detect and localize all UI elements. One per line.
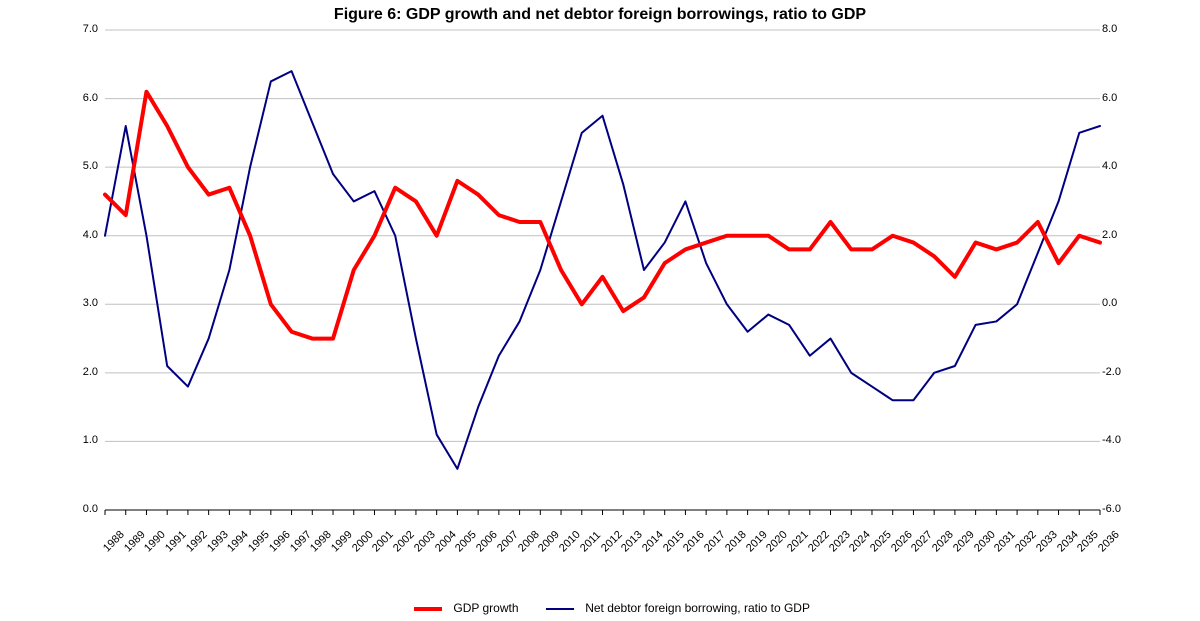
y-left-tick-label: 5.0 [0,160,98,172]
y-left-tick-label: 1.0 [0,434,98,446]
y-left-tick-label: 0.0 [0,503,98,515]
legend-label-gdp: GDP growth [453,601,518,615]
y-right-tick-label: 0.0 [1102,297,1200,309]
legend-swatch-gdp [414,607,442,611]
y-right-tick-label: 6.0 [1102,92,1200,104]
legend-label-debtor: Net debtor foreign borrowing, ratio to G… [585,601,810,615]
y-right-tick-label: 8.0 [1102,23,1200,35]
chart-container: Figure 6: GDP growth and net debtor fore… [0,0,1200,621]
y-left-tick-label: 6.0 [0,92,98,104]
y-left-tick-label: 4.0 [0,229,98,241]
y-right-tick-label: 4.0 [1102,160,1200,172]
y-right-tick-label: -6.0 [1102,503,1200,515]
y-left-tick-label: 2.0 [0,366,98,378]
y-left-tick-label: 7.0 [0,23,98,35]
y-left-tick-label: 3.0 [0,297,98,309]
y-right-tick-label: 2.0 [1102,229,1200,241]
y-right-tick-label: -4.0 [1102,434,1200,446]
legend-swatch-debtor [546,608,574,610]
legend: GDP growth Net debtor foreign borrowing,… [0,601,1200,615]
y-right-tick-label: -2.0 [1102,366,1200,378]
